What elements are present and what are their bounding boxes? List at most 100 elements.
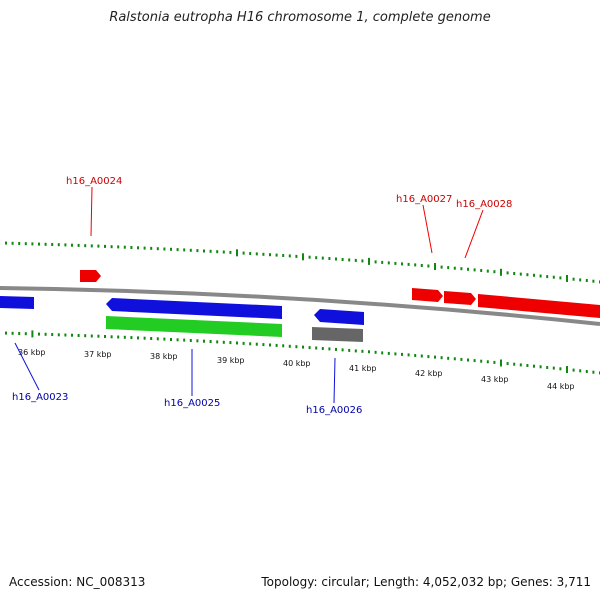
lower-tick <box>467 358 469 362</box>
lower-tick <box>38 332 40 336</box>
lower-tick <box>348 348 351 352</box>
lower-tick <box>288 344 291 348</box>
gene-label-h16-A0028[interactable]: h16_A0028 <box>456 199 512 210</box>
upper-tick <box>97 244 100 248</box>
lower-tick <box>77 334 80 337</box>
upper-tick <box>566 275 568 282</box>
upper-tick <box>51 243 54 246</box>
chromosome-backbone <box>0 286 600 326</box>
upper-tick <box>434 263 436 270</box>
upper-tick <box>341 258 344 261</box>
upper-tick <box>255 252 258 256</box>
upper-tick <box>143 246 146 250</box>
upper-tick <box>84 244 87 248</box>
gene-h16-A0029[interactable] <box>478 294 600 318</box>
lower-tick <box>519 363 522 367</box>
gene-label-h16-A0025[interactable]: h16_A0025 <box>164 398 220 409</box>
upper-tick <box>368 257 370 265</box>
upper-tick <box>31 242 34 246</box>
scale-label-39: 39 kbp <box>217 356 245 365</box>
upper-tick <box>24 242 27 246</box>
upper-tick <box>473 268 476 272</box>
upper-tick <box>486 269 489 273</box>
upper-tick <box>420 264 423 267</box>
upper-tick <box>321 256 324 260</box>
gene-h16-A0024[interactable] <box>80 270 101 282</box>
lower-tick <box>203 339 205 343</box>
lower-tick <box>170 338 172 341</box>
lower-tick <box>328 347 331 351</box>
gene-h16-A0023[interactable] <box>0 296 34 309</box>
lower-tick <box>533 364 535 368</box>
upper-tick <box>209 249 212 253</box>
lower-tick <box>354 349 357 353</box>
lower-tick <box>57 333 60 337</box>
gene-h16-A0026[interactable] <box>314 309 364 325</box>
lower-tick <box>242 341 245 345</box>
upper-tick <box>552 275 555 279</box>
upper-tick <box>374 260 377 264</box>
upper-tick <box>11 241 14 245</box>
gene-other[interactable] <box>312 327 363 342</box>
gene-label-h16-A0026[interactable]: h16_A0026 <box>306 405 362 416</box>
lower-tick <box>335 347 337 351</box>
lower-tick <box>566 366 568 373</box>
lower-tick <box>130 336 133 340</box>
gene-rna[interactable] <box>106 316 282 337</box>
gene-h16-A0025[interactable] <box>106 298 282 319</box>
leader-h16-A0024 <box>90 186 93 237</box>
gene-h16-A0028[interactable] <box>444 291 476 305</box>
lower-tick <box>236 341 238 345</box>
lower-tick <box>104 335 106 338</box>
lower-tick <box>150 337 153 340</box>
upper-tick <box>539 274 542 278</box>
lower-tick <box>381 351 384 355</box>
lower-tick <box>196 339 199 343</box>
lower-tick <box>176 338 179 342</box>
gene-h16-A0027[interactable] <box>412 288 443 302</box>
upper-tick <box>183 248 186 252</box>
lower-tick <box>71 333 73 337</box>
upper-tick <box>467 267 469 271</box>
upper-tick <box>104 244 106 248</box>
upper-tick <box>18 242 21 245</box>
lower-tick <box>493 360 496 364</box>
upper-tick <box>275 253 278 257</box>
gene-label-h16-A0027[interactable]: h16_A0027 <box>396 194 452 205</box>
lower-tick <box>249 342 252 346</box>
lower-tick <box>282 344 285 348</box>
lower-tick <box>579 369 582 373</box>
upper-tick <box>170 247 172 251</box>
leader-h16-A0023 <box>14 342 40 391</box>
lower-tick <box>486 360 489 364</box>
lower-tick <box>209 340 212 343</box>
gene-label-h16-A0024[interactable]: h16_A0024 <box>66 176 122 187</box>
upper-tick <box>150 246 153 250</box>
lower-tick <box>229 341 232 345</box>
upper-tick <box>440 265 443 269</box>
lower-tick <box>361 349 364 353</box>
lower-tick <box>526 364 529 367</box>
lower-tick <box>302 345 304 349</box>
lower-tick <box>387 351 390 355</box>
upper-tick <box>328 257 331 260</box>
upper-tick <box>64 243 67 247</box>
lower-tick <box>341 348 344 352</box>
lower-tick <box>592 370 595 374</box>
lower-tick <box>123 335 126 339</box>
lower-tick <box>460 357 463 361</box>
upper-tick <box>110 245 113 249</box>
upper-tick <box>335 257 337 261</box>
gene-label-h16-A0023[interactable]: h16_A0023 <box>12 392 68 403</box>
upper-tick <box>453 266 456 270</box>
lower-tick <box>64 333 67 337</box>
lower-tick <box>552 366 555 370</box>
lower-tick <box>90 334 93 338</box>
lower-tick <box>546 366 549 369</box>
upper-tick <box>506 271 509 275</box>
lower-tick <box>447 356 450 360</box>
leader-h16-A0028 <box>464 209 484 259</box>
scale-label-44: 44 kbp <box>547 382 575 391</box>
lower-tick <box>500 359 502 367</box>
